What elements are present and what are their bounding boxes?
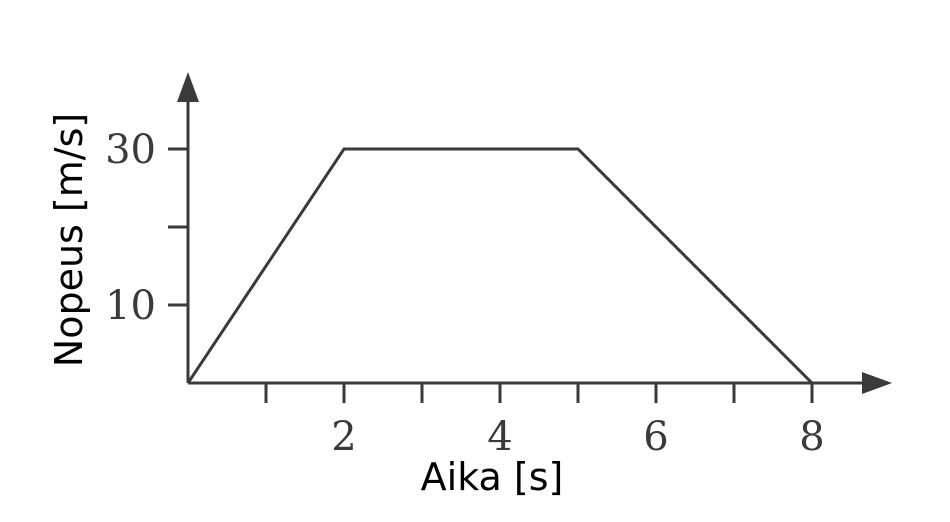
axes (177, 72, 892, 394)
x-tick-label: 2 (331, 414, 356, 460)
y-ticks: 10 30 (105, 127, 188, 329)
velocity-line (186, 147, 814, 385)
x-tick-label: 4 (487, 414, 512, 460)
x-ticks: 2 4 6 8 (264, 383, 825, 460)
x-axis-arrow-icon (862, 372, 892, 394)
y-tick-label: 30 (105, 127, 156, 173)
x-tick-label: 8 (799, 414, 824, 460)
x-axis-label: Aika [s] (421, 455, 564, 499)
y-axis-arrow-icon (177, 72, 199, 102)
y-tick-label: 10 (105, 283, 156, 329)
y-axis-label: Nopeus [m/s] (47, 113, 91, 367)
plot-area (186, 147, 814, 385)
x-tick-label: 6 (643, 414, 668, 460)
